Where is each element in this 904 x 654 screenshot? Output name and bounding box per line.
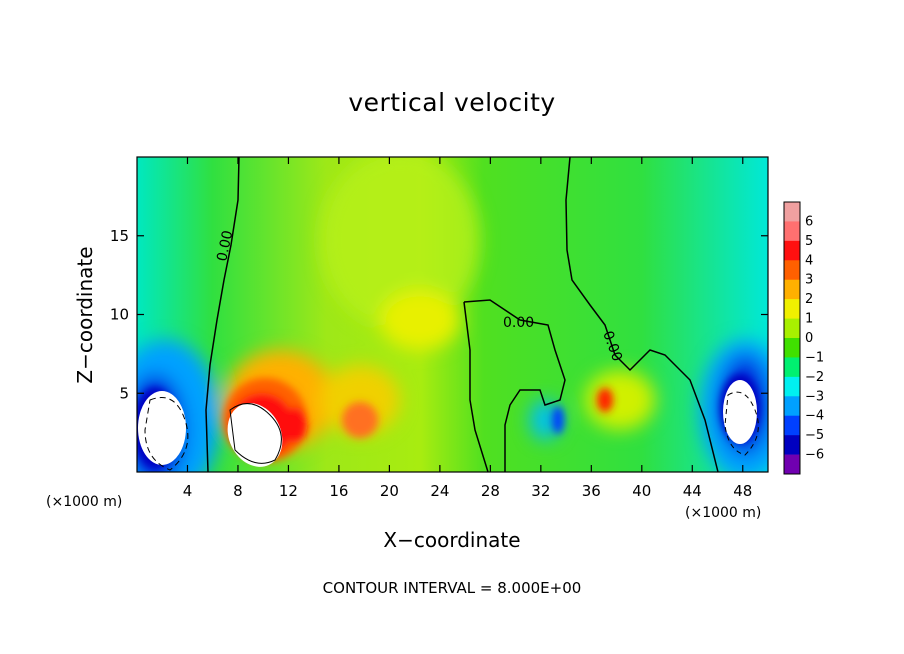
- colorbar-swatch: [784, 415, 800, 436]
- colorbar-tick-label: 5: [805, 234, 813, 249]
- colorbar-tick-label: −1: [805, 350, 824, 365]
- colorbar-frame: [783, 201, 801, 475]
- contour-interval-note: CONTOUR INTERVAL = 8.000E+00: [323, 579, 582, 597]
- colorbar-swatch: [784, 357, 800, 378]
- x-axis-ticks: 4 8 12 16 20 24 28 32 36 40 44 48: [183, 157, 752, 500]
- colorbar-tick-label: 0: [805, 331, 813, 346]
- chart-title: vertical velocity: [348, 88, 556, 117]
- y-tick-label: 5: [119, 384, 129, 402]
- colorbar-swatch: [784, 279, 800, 300]
- colorbar-swatch: [784, 202, 800, 222]
- colorbar-swatch: [784, 396, 800, 417]
- colorbar-tick-label: −6: [805, 448, 824, 463]
- x-unit-left: (×1000 m): [46, 494, 122, 510]
- x-tick-label: 32: [531, 482, 550, 500]
- x-tick-label: 48: [733, 482, 752, 500]
- colorbar-swatch: [784, 318, 800, 339]
- x-tick-label: 40: [632, 482, 651, 500]
- x-tick-label: 28: [481, 482, 500, 500]
- colorbar-tick-label: −2: [805, 370, 824, 385]
- colorbar-swatch: [784, 435, 800, 455]
- x-tick-label: 4: [183, 482, 193, 500]
- colorbar-swatch: [784, 299, 800, 319]
- x-tick-label: 20: [380, 482, 399, 500]
- y-axis-label: Z−coordinate: [73, 246, 97, 383]
- contour-lines: [144, 157, 759, 472]
- colorbar-tick-label: 2: [805, 292, 813, 307]
- x-tick-label: 36: [582, 482, 601, 500]
- colorbar-tick-label: 4: [805, 253, 813, 268]
- colorbar-swatch: [784, 376, 800, 397]
- heatmap-field: [137, 157, 768, 472]
- y-tick-label: 15: [110, 227, 129, 245]
- x-tick-label: 24: [430, 482, 449, 500]
- contour-label-center: 0.00: [503, 315, 534, 331]
- colorbar-swatch: [784, 338, 800, 358]
- x-tick-label: 16: [329, 482, 348, 500]
- colorbar: 6 5 4 3 2 1 0 −1 −2 −3 −4 −5 −6: [783, 201, 824, 475]
- colorbar-tick-label: −3: [805, 389, 824, 404]
- contour-label-left: 0.00: [214, 229, 236, 263]
- colorbar-tick-label: 3: [805, 273, 813, 288]
- y-tick-label: 10: [110, 306, 129, 324]
- x-tick-label: 8: [233, 482, 243, 500]
- colorbar-swatch: [784, 221, 800, 242]
- colorbar-swatch: [784, 260, 800, 281]
- colorbar-tick-label: −5: [805, 428, 824, 443]
- colorbar-swatch: [784, 454, 800, 475]
- colorbar-tick-label: 6: [805, 214, 813, 229]
- x-axis-label: X−coordinate: [383, 528, 520, 552]
- x-unit-right: (×1000 m): [685, 505, 761, 521]
- colorbar-tick-label: −4: [805, 409, 824, 424]
- x-tick-label: 44: [683, 482, 702, 500]
- x-tick-label: 12: [279, 482, 298, 500]
- colorbar-tick-label: 1: [805, 312, 813, 327]
- colorbar-swatch: [784, 240, 800, 261]
- y-axis-ticks: 5 10 15: [110, 227, 768, 402]
